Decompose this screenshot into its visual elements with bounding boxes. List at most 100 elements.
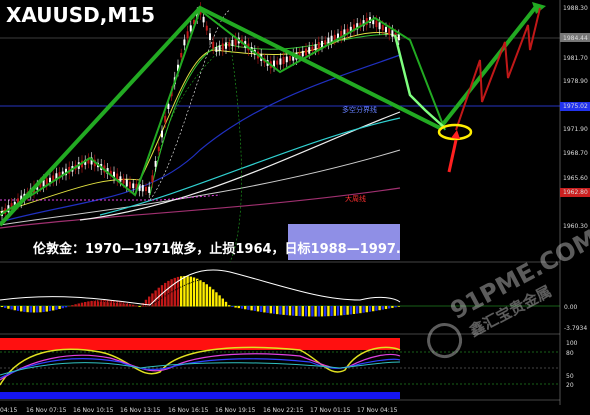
histogram-bar <box>330 306 333 317</box>
histogram-bar <box>205 284 208 307</box>
ma-line <box>0 187 401 229</box>
time-tick: 04:15 <box>0 407 17 414</box>
histogram-bar <box>0 306 4 308</box>
histogram-bar <box>135 305 138 307</box>
candle-body <box>372 19 375 25</box>
histogram-bar <box>336 306 340 316</box>
histogram-bar <box>244 306 247 310</box>
candle-body <box>135 183 138 190</box>
histogram-bar <box>218 295 221 307</box>
candle-body <box>289 55 291 61</box>
candle-body <box>180 52 183 58</box>
candle-body <box>109 170 112 176</box>
time-tick: 16 Nov 13:15 <box>120 407 161 414</box>
candle-body <box>340 31 343 38</box>
histogram-bar <box>266 306 269 313</box>
histogram-bar <box>55 306 58 310</box>
histogram-bar <box>237 306 240 309</box>
candle-body <box>359 22 362 27</box>
candle-body <box>337 33 339 39</box>
candle-body <box>225 42 227 49</box>
stoch-tick: 80 <box>566 350 574 357</box>
histogram-bar <box>74 304 77 307</box>
trend-label: 大周线 <box>345 194 366 203</box>
candle-body <box>356 23 359 30</box>
histogram-bar <box>183 276 186 307</box>
histogram-bar <box>84 301 87 307</box>
histogram-bar <box>68 305 71 307</box>
histogram-bar <box>260 306 263 312</box>
stoch-tick: 50 <box>566 373 574 380</box>
histogram-bar <box>253 306 256 311</box>
candle-body <box>141 185 144 192</box>
histogram-bar <box>58 306 61 310</box>
price-tick: 1962.80 <box>563 189 588 196</box>
histogram-bar <box>324 306 327 317</box>
histogram-bar <box>192 277 196 307</box>
histogram-bar <box>52 306 55 311</box>
time-tick: 16 Nov 22:15 <box>263 407 304 414</box>
histogram-bar <box>391 306 394 308</box>
candle-body <box>90 157 93 165</box>
candle-body <box>202 16 205 23</box>
histogram-bar <box>282 306 285 315</box>
histogram-bar <box>285 306 288 316</box>
price-tick: 1975.02 <box>563 103 588 110</box>
candle-body <box>193 19 195 25</box>
histogram-bar <box>164 282 167 307</box>
candle-body <box>301 50 304 57</box>
price-tick: 1988.30 <box>563 5 588 12</box>
histogram-bar <box>64 306 68 308</box>
candle-body <box>148 186 151 193</box>
histogram-bar <box>122 302 125 307</box>
candle-body <box>215 46 218 52</box>
price-box <box>560 33 590 42</box>
candle-body <box>378 22 381 30</box>
histogram-bar <box>128 303 132 307</box>
candle-body <box>154 160 157 167</box>
histogram-bar <box>308 306 311 317</box>
candle-body <box>65 168 67 176</box>
time-tick: 16 Nov 07:15 <box>26 407 67 414</box>
band-line <box>154 39 242 263</box>
candle-body <box>161 130 163 138</box>
histogram-bar <box>349 306 352 315</box>
trend-line <box>0 5 537 227</box>
histogram-bar <box>394 306 397 308</box>
histogram-bar <box>221 298 224 307</box>
highlight-box <box>288 224 400 260</box>
histogram-bar <box>269 306 272 314</box>
signal-band <box>0 338 400 350</box>
candle-body <box>231 40 234 47</box>
price-tick: 1971.90 <box>563 126 588 133</box>
histogram-bar <box>109 300 112 307</box>
candle-body <box>13 201 16 206</box>
candle-body <box>381 25 384 31</box>
histogram-bar <box>100 300 103 307</box>
candle-body <box>122 178 125 184</box>
histogram-bar <box>13 306 16 311</box>
histogram-bar <box>311 306 314 317</box>
band-line <box>149 9 231 201</box>
histogram-bar <box>340 306 343 316</box>
candle-body <box>106 168 109 174</box>
histogram-bar <box>39 306 42 313</box>
candle-body <box>285 56 288 63</box>
histogram-bar <box>186 276 189 307</box>
histogram-bar <box>96 300 100 307</box>
candle-body <box>282 56 285 64</box>
candle-body <box>157 146 160 152</box>
indicator-tick: 0.00 <box>564 304 578 311</box>
histogram-bar <box>304 306 308 317</box>
arrow-head <box>451 130 460 139</box>
histogram <box>0 276 400 317</box>
candle-body <box>55 173 58 181</box>
target-circle <box>437 123 473 141</box>
candle-body <box>183 39 186 46</box>
histogram-bar <box>276 306 279 315</box>
symbol-title: XAUUSD,M15 <box>6 3 155 27</box>
histogram-bar <box>32 306 36 313</box>
candle-body <box>349 26 352 33</box>
time-axis: 04:15 16 Nov 07:15 16 Nov 10:15 16 Nov 13:1… <box>0 407 398 414</box>
